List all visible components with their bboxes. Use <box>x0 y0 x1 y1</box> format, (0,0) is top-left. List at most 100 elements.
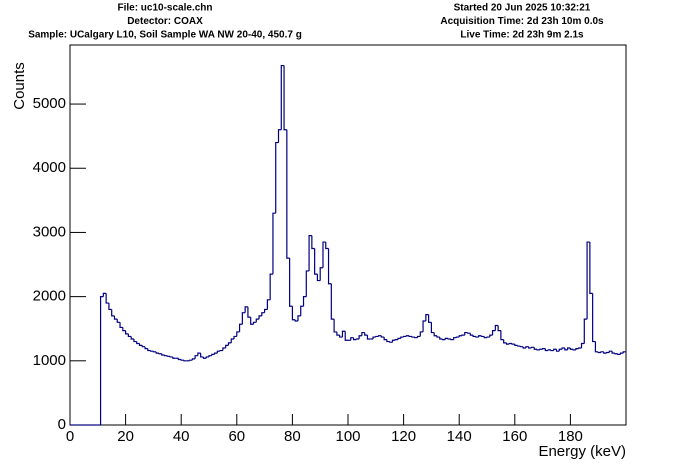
histogram-bin <box>130 336 134 340</box>
histogram-bin <box>364 332 368 336</box>
histogram-bin <box>586 241 590 320</box>
histogram-bin <box>161 353 165 356</box>
histogram-bin <box>361 331 365 336</box>
histogram-bin <box>133 338 137 343</box>
histogram-bin <box>205 356 209 359</box>
histogram-bin <box>272 212 276 275</box>
histogram-bin <box>219 349 223 352</box>
histogram-bin <box>455 336 460 338</box>
x-tick-label: 160 <box>502 428 527 445</box>
header-right-line: Acquisition Time: 2d 23h 10m 0.0s <box>440 16 604 27</box>
histogram-bin <box>583 318 588 344</box>
histogram-bin <box>397 337 401 340</box>
histogram-bin <box>594 341 599 353</box>
histogram-bin <box>519 346 524 348</box>
histogram-bin <box>216 350 221 354</box>
histogram-bin <box>547 349 551 351</box>
histogram-bin <box>155 351 159 354</box>
histogram-bin <box>389 341 393 343</box>
histogram-bin <box>275 141 279 214</box>
histogram-bin <box>533 347 538 350</box>
histogram-bin <box>261 312 265 316</box>
x-tick-label: 20 <box>117 428 134 445</box>
histogram-bin <box>555 349 560 352</box>
histogram-bin <box>366 335 371 340</box>
histogram-bin <box>197 352 201 356</box>
x-tick-label: 80 <box>284 428 301 445</box>
histogram-bin <box>408 335 412 338</box>
y-tick-label: 0 <box>58 416 66 433</box>
histogram-bin <box>472 335 476 338</box>
histogram-bin <box>464 331 468 336</box>
y-tick-label: 4000 <box>33 159 66 176</box>
histogram-bin <box>569 347 574 350</box>
histogram-bin <box>202 356 207 359</box>
histogram-bin <box>375 335 379 338</box>
histogram-bin <box>277 129 282 143</box>
histogram-bin <box>305 270 310 297</box>
histogram-bin <box>450 338 454 341</box>
histogram-bin <box>280 64 285 130</box>
histogram-bin <box>436 335 440 338</box>
histogram-bin <box>444 337 449 340</box>
histogram-bin <box>238 323 243 332</box>
histogram-bin <box>113 315 118 320</box>
histogram-bin <box>400 336 404 339</box>
histogram-bin <box>567 347 571 350</box>
histogram-bin <box>200 353 204 358</box>
x-tick-label: 140 <box>447 428 472 445</box>
histogram-bin <box>441 338 446 341</box>
histogram-bin <box>264 308 268 313</box>
x-axis-label: Energy (keV) <box>538 443 626 460</box>
histogram-bin <box>314 248 318 275</box>
histogram-bin <box>475 336 479 338</box>
histogram-bin <box>105 293 109 304</box>
histogram-bin <box>297 315 301 322</box>
histogram-bin <box>611 351 615 354</box>
histogram-bin <box>377 335 382 337</box>
histogram-bin <box>505 342 510 345</box>
histogram-bin <box>383 337 387 341</box>
histogram-bin <box>158 353 162 355</box>
histogram-bin <box>561 347 565 350</box>
histogram-bin <box>194 355 198 359</box>
histogram-bin <box>255 318 260 323</box>
histogram-bin <box>213 352 218 355</box>
histogram-bin <box>391 339 396 343</box>
histogram-bin <box>539 348 543 350</box>
histogram-bin <box>322 241 326 268</box>
histogram-bin <box>230 338 235 343</box>
histogram-bin <box>188 359 193 361</box>
header-left-line: Detector: COAX <box>127 16 203 27</box>
histogram-bin <box>617 353 621 355</box>
histogram-bin <box>325 242 329 250</box>
histogram-bin <box>508 342 513 345</box>
histogram-bin <box>592 293 596 343</box>
x-tick-label: 40 <box>173 428 190 445</box>
histogram-bin <box>558 348 563 352</box>
histogram-bin <box>169 356 173 358</box>
histogram-bin <box>244 306 248 313</box>
histogram-bin <box>266 299 271 310</box>
histogram-bin <box>152 351 157 353</box>
histogram-bin <box>428 314 432 323</box>
histogram-bin <box>141 345 146 348</box>
histogram-bin <box>430 322 435 334</box>
histogram-bin <box>458 335 462 338</box>
histogram-bin <box>166 355 171 357</box>
histogram-bin <box>311 235 315 250</box>
histogram-bin <box>333 319 337 333</box>
histogram-bin <box>439 337 443 340</box>
histogram-bin <box>269 273 273 300</box>
histogram-bin <box>489 334 493 338</box>
histogram-bin <box>222 347 226 351</box>
y-tick-label: 2000 <box>33 288 66 305</box>
histogram-bin <box>491 330 496 336</box>
histogram-bin <box>308 235 312 271</box>
histogram-bin <box>553 348 557 351</box>
histogram-bin <box>605 351 610 354</box>
histogram-bin <box>578 347 582 349</box>
histogram-bin <box>127 333 132 338</box>
histogram-bin <box>394 339 399 341</box>
